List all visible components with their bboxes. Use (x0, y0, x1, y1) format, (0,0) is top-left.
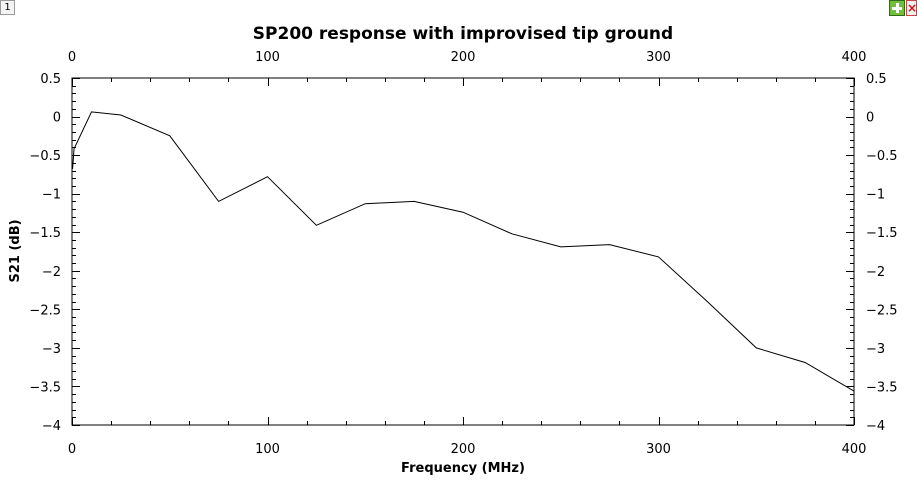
y-tick-label-right: 0.5 (866, 72, 887, 87)
y-axis-label: S21 (dB) (8, 219, 23, 282)
x-tick-label-bottom: 0 (68, 442, 76, 457)
y-tick-label-left: 0 (53, 111, 61, 126)
plus-icon[interactable] (889, 0, 905, 16)
x-tick-label-bottom: 200 (451, 442, 476, 457)
x-axis-label: Frequency (MHz) (401, 461, 525, 476)
y-tick-label-right: −4 (866, 419, 885, 434)
chart-title: SP200 response with improvised tip groun… (253, 24, 673, 44)
x-tick-label-bottom: 100 (255, 442, 280, 457)
y-tick-label-right: −1 (866, 188, 885, 203)
y-tick-label-left: −2.5 (29, 303, 61, 318)
x-tick-label-bottom: 300 (646, 442, 671, 457)
y-tick-label-left: −1.5 (29, 226, 61, 241)
x-tick-label-top: 200 (451, 50, 476, 65)
y-tick-label-right: −3.5 (866, 380, 898, 395)
y-tick-label-right: 0 (866, 111, 874, 126)
y-tick-label-left: −3.5 (29, 380, 61, 395)
y-tick-label-left: −0.5 (29, 149, 61, 164)
y-tick-label-right: −2.5 (866, 303, 898, 318)
y-tick-label-right: −1.5 (866, 226, 898, 241)
x-tick-label-bottom: 400 (842, 442, 867, 457)
series-line (72, 111, 855, 392)
y-tick-label-left: −3 (42, 342, 61, 357)
x-tick-label-top: 300 (646, 50, 671, 65)
x-tick-label-top: 100 (255, 50, 280, 65)
y-tick-label-left: −1 (42, 188, 61, 203)
y-tick-label-right: −3 (866, 342, 885, 357)
y-tick-label-left: −4 (42, 419, 61, 434)
y-tick-label-right: −2 (866, 265, 885, 280)
y-tick-label-right: −0.5 (866, 149, 898, 164)
x-tick-label-top: 0 (68, 50, 76, 65)
y-tick-label-left: 0.5 (40, 72, 61, 87)
y-tick-label-left: −2 (42, 265, 61, 280)
plot-window-tab[interactable]: 1 (0, 0, 15, 15)
plot-frame (71, 77, 855, 426)
x-tick-label-top: 400 (842, 50, 867, 65)
